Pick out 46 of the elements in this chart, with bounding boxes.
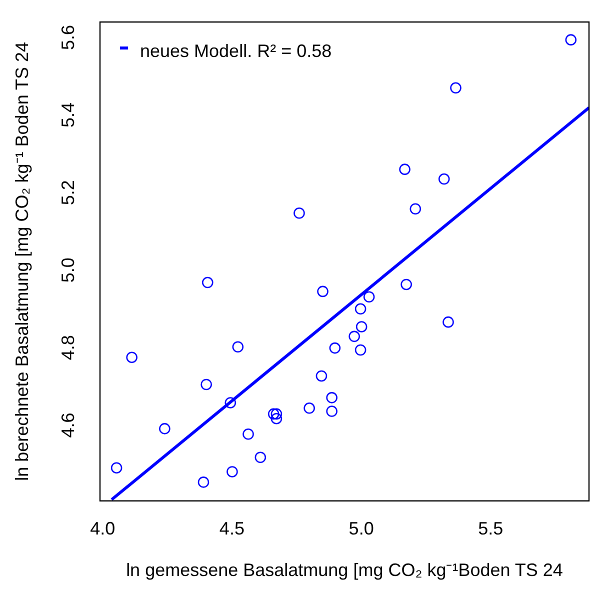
point bbox=[363, 291, 375, 303]
point bbox=[242, 428, 254, 440]
point bbox=[200, 378, 212, 390]
y-tick-label: 5.4 bbox=[58, 102, 78, 128]
x-tick-label: 4.5 bbox=[219, 518, 244, 539]
point bbox=[232, 341, 244, 353]
point bbox=[442, 316, 454, 328]
point bbox=[270, 412, 282, 424]
point bbox=[356, 321, 368, 332]
x-tick-label: 4.0 bbox=[90, 518, 116, 539]
point bbox=[348, 330, 360, 342]
point bbox=[565, 34, 577, 46]
point bbox=[226, 466, 238, 478]
y-tick-label: 5.0 bbox=[58, 258, 78, 283]
point bbox=[317, 286, 328, 298]
point bbox=[270, 408, 282, 420]
point bbox=[410, 203, 422, 215]
y-tick-label: 5.6 bbox=[58, 24, 78, 50]
point bbox=[326, 392, 338, 404]
point bbox=[438, 173, 450, 185]
point bbox=[110, 462, 122, 474]
x-axis-title: ln gemessene Basalatmung [mg CO₂ kg⁻¹Boden TS 24 bbox=[126, 560, 563, 580]
point bbox=[159, 423, 170, 434]
y-tick-label: 4.6 bbox=[58, 412, 78, 438]
point bbox=[268, 408, 280, 420]
point bbox=[126, 352, 138, 364]
point bbox=[304, 402, 315, 414]
point bbox=[399, 164, 410, 175]
x-tick-label: 5.5 bbox=[478, 518, 504, 539]
x-tick-label: 5.0 bbox=[348, 518, 374, 539]
point bbox=[354, 344, 366, 356]
point bbox=[400, 278, 412, 290]
point bbox=[198, 476, 210, 488]
point bbox=[316, 370, 328, 382]
point bbox=[202, 276, 214, 288]
y-tick-label: 4.8 bbox=[58, 335, 78, 360]
point bbox=[254, 452, 266, 464]
point bbox=[326, 406, 338, 417]
point bbox=[294, 207, 305, 219]
legend-label: neues Modell. R² = 0.58 bbox=[140, 40, 332, 61]
point bbox=[354, 303, 366, 315]
point bbox=[450, 82, 462, 94]
point bbox=[329, 342, 341, 354]
y-axis-title: ln berechnete Basalatmung [mg CO₂ kg⁻¹ Boden TS 24 bbox=[12, 42, 32, 481]
y-tick-label: 5.2 bbox=[58, 180, 78, 206]
point bbox=[224, 397, 236, 408]
